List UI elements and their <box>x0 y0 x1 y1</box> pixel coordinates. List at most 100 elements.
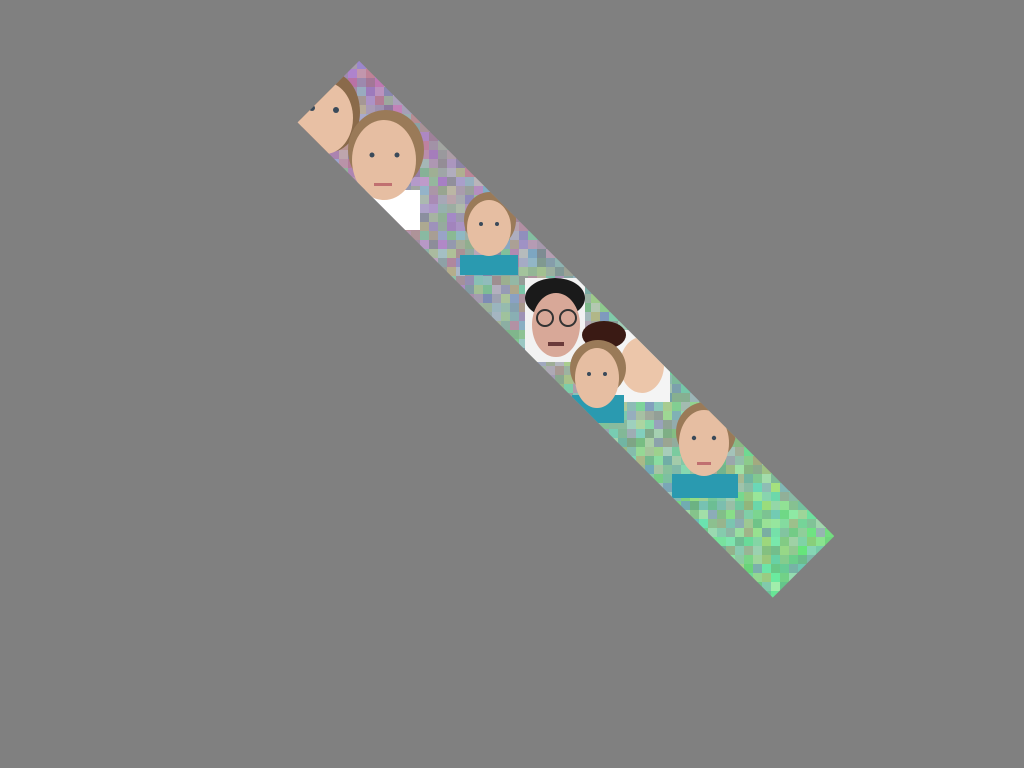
noise-cell <box>555 366 564 375</box>
noise-cell <box>420 177 429 186</box>
noise-cell <box>420 132 429 141</box>
noise-cell <box>519 330 528 339</box>
noise-cell <box>771 546 780 555</box>
noise-cell <box>744 474 753 483</box>
noise-cell <box>672 438 681 447</box>
noise-cell <box>807 537 816 546</box>
noise-cell <box>798 555 807 564</box>
noise-cell <box>807 528 816 537</box>
noise-cell <box>519 267 528 276</box>
noise-cell <box>537 267 546 276</box>
noise-cell <box>735 492 744 501</box>
noise-cell <box>636 429 645 438</box>
noise-cell <box>474 249 483 258</box>
noise-cell <box>753 573 762 582</box>
noise-cell <box>420 240 429 249</box>
noise-cell <box>771 528 780 537</box>
noise-cell <box>420 213 429 222</box>
noise-cell <box>411 231 420 240</box>
noise-cell <box>492 276 501 285</box>
noise-cell <box>672 411 681 420</box>
noise-cell <box>465 186 474 195</box>
noise-cell <box>519 339 528 348</box>
noise-cell <box>375 78 384 87</box>
noise-cell <box>762 555 771 564</box>
noise-cell <box>762 582 771 591</box>
noise-cell <box>366 96 375 105</box>
noise-cell <box>798 528 807 537</box>
noise-cell <box>753 492 762 501</box>
noise-cell <box>357 96 366 105</box>
noise-cell <box>510 303 519 312</box>
noise-cell <box>780 483 789 492</box>
noise-cell <box>735 438 744 447</box>
noise-cell <box>708 519 717 528</box>
noise-cell <box>618 438 627 447</box>
noise-cell <box>474 177 483 186</box>
noise-cell <box>519 249 528 258</box>
noise-cell <box>411 177 420 186</box>
noise-cell <box>699 510 708 519</box>
noise-cell <box>663 438 672 447</box>
noise-cell <box>357 60 366 69</box>
noise-cell <box>771 573 780 582</box>
noise-cell <box>627 447 636 456</box>
noise-cell <box>357 78 366 87</box>
noise-cell <box>393 96 402 105</box>
noise-cell <box>420 159 429 168</box>
noise-cell <box>771 519 780 528</box>
noise-cell <box>492 294 501 303</box>
noise-cell <box>735 501 744 510</box>
noise-cell <box>393 105 402 114</box>
noise-cell <box>681 384 690 393</box>
noise-cell <box>609 429 618 438</box>
noise-cell <box>555 375 564 384</box>
noise-cell <box>726 546 735 555</box>
noise-cell <box>753 483 762 492</box>
noise-cell <box>546 258 555 267</box>
noise-cell <box>744 510 753 519</box>
noise-cell <box>420 123 429 132</box>
noise-cell <box>519 321 528 330</box>
noise-cell <box>591 303 600 312</box>
noise-cell <box>420 231 429 240</box>
noise-cell <box>519 258 528 267</box>
noise-cell <box>465 240 474 249</box>
noise-cell <box>429 240 438 249</box>
noise-cell <box>600 312 609 321</box>
noise-cell <box>744 537 753 546</box>
noise-cell <box>429 204 438 213</box>
noise-cell <box>519 222 528 231</box>
noise-cell <box>744 555 753 564</box>
noise-cell <box>672 456 681 465</box>
noise-cell <box>645 420 654 429</box>
noise-cell <box>429 213 438 222</box>
noise-cell <box>429 222 438 231</box>
noise-cell <box>519 303 528 312</box>
noise-cell <box>771 591 780 598</box>
noise-cell <box>456 249 465 258</box>
noise-cell <box>735 465 744 474</box>
noise-cell <box>726 465 735 474</box>
noise-cell <box>582 312 591 321</box>
noise-cell <box>744 483 753 492</box>
noise-cell <box>789 519 798 528</box>
noise-cell <box>438 213 447 222</box>
noise-cell <box>771 582 780 591</box>
noise-cell <box>582 285 591 294</box>
noise-cell <box>330 150 339 159</box>
noise-cell <box>645 411 654 420</box>
noise-cell <box>528 231 537 240</box>
noise-cell <box>447 249 456 258</box>
noise-cell <box>420 150 429 159</box>
noise-cell <box>564 384 573 393</box>
noise-cell <box>375 96 384 105</box>
noise-cell <box>744 546 753 555</box>
noise-cell <box>447 204 456 213</box>
noise-cell <box>753 555 762 564</box>
noise-cell <box>744 492 753 501</box>
noise-cell <box>708 510 717 519</box>
noise-cell <box>348 69 357 78</box>
noise-cell <box>447 177 456 186</box>
